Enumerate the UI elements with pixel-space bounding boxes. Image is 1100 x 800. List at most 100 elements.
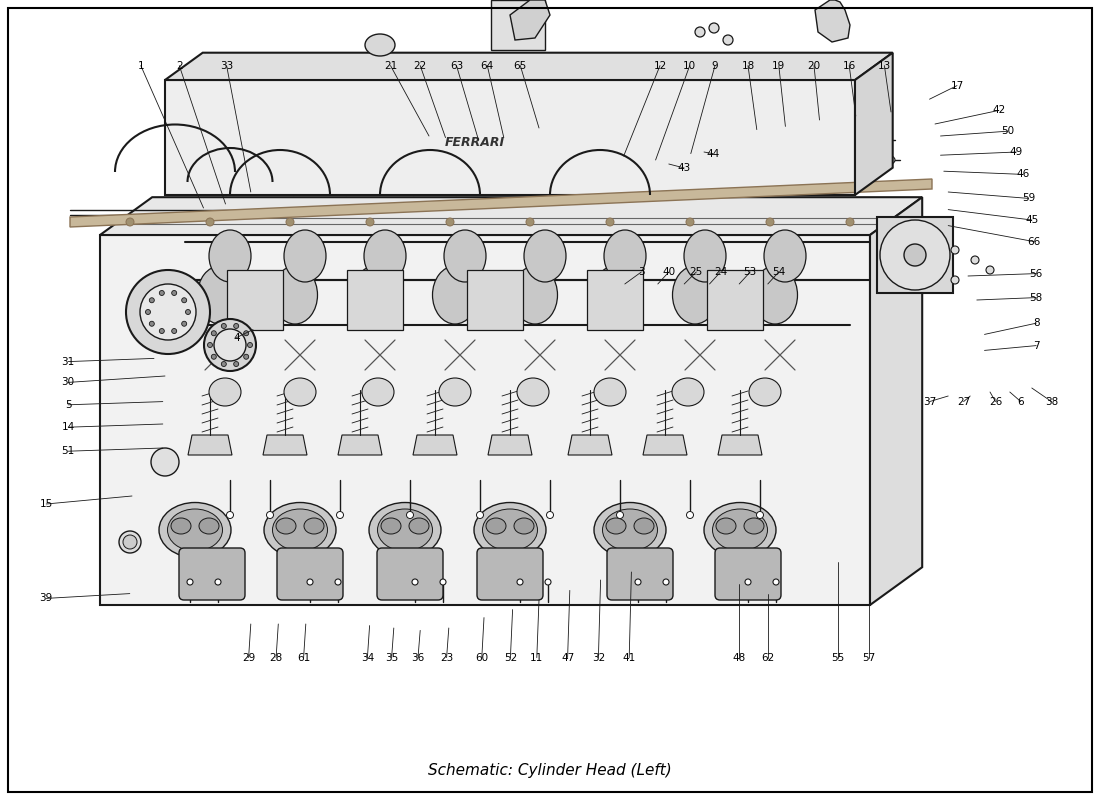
Ellipse shape	[160, 329, 164, 334]
Text: 62: 62	[761, 653, 774, 662]
Text: 50: 50	[1001, 126, 1014, 136]
Text: 52: 52	[504, 653, 517, 662]
Ellipse shape	[879, 155, 895, 165]
Polygon shape	[412, 435, 456, 455]
Ellipse shape	[514, 518, 534, 534]
Polygon shape	[510, 0, 550, 40]
Ellipse shape	[704, 502, 776, 558]
Polygon shape	[870, 198, 922, 605]
Polygon shape	[568, 435, 612, 455]
Ellipse shape	[172, 290, 177, 295]
Ellipse shape	[307, 579, 314, 585]
Ellipse shape	[362, 378, 394, 406]
Text: 58: 58	[1030, 293, 1043, 302]
Ellipse shape	[172, 329, 177, 334]
Text: 35: 35	[385, 653, 398, 662]
Ellipse shape	[723, 35, 733, 45]
Ellipse shape	[594, 502, 666, 558]
Text: 60: 60	[475, 653, 488, 662]
Text: FERRARI: FERRARI	[444, 135, 505, 149]
Ellipse shape	[123, 535, 138, 549]
Text: 8: 8	[1033, 318, 1039, 328]
Ellipse shape	[199, 518, 219, 534]
Ellipse shape	[151, 448, 179, 476]
Text: 55: 55	[832, 653, 845, 662]
Text: 11: 11	[530, 653, 543, 662]
Ellipse shape	[663, 579, 669, 585]
Ellipse shape	[187, 579, 192, 585]
Text: 45: 45	[1025, 215, 1038, 225]
Polygon shape	[188, 435, 232, 455]
Text: 13: 13	[878, 61, 891, 70]
Text: 59: 59	[1022, 194, 1035, 203]
Ellipse shape	[233, 362, 239, 366]
Text: 39: 39	[40, 594, 53, 603]
Ellipse shape	[336, 579, 341, 585]
Ellipse shape	[208, 342, 212, 347]
FancyBboxPatch shape	[477, 548, 543, 600]
Text: 15: 15	[40, 499, 53, 509]
Text: 57: 57	[862, 653, 876, 662]
Ellipse shape	[486, 518, 506, 534]
Ellipse shape	[672, 378, 704, 406]
Ellipse shape	[446, 218, 454, 226]
Ellipse shape	[182, 298, 187, 302]
Ellipse shape	[150, 322, 154, 326]
Ellipse shape	[286, 218, 294, 226]
Ellipse shape	[233, 323, 239, 329]
Ellipse shape	[752, 266, 798, 324]
Ellipse shape	[273, 266, 318, 324]
Text: 38: 38	[1045, 397, 1058, 406]
Ellipse shape	[284, 378, 316, 406]
Ellipse shape	[476, 511, 484, 518]
Ellipse shape	[773, 579, 779, 585]
Ellipse shape	[156, 281, 174, 326]
Text: 10: 10	[683, 61, 696, 70]
Ellipse shape	[209, 378, 241, 406]
Ellipse shape	[686, 511, 693, 518]
Ellipse shape	[160, 290, 164, 295]
Ellipse shape	[846, 218, 854, 226]
Text: 6: 6	[1018, 397, 1024, 406]
Ellipse shape	[874, 135, 890, 145]
Ellipse shape	[634, 518, 654, 534]
Ellipse shape	[209, 230, 251, 282]
Ellipse shape	[444, 230, 486, 282]
Polygon shape	[877, 217, 953, 293]
Ellipse shape	[244, 354, 249, 359]
Text: 66: 66	[1027, 237, 1041, 246]
Polygon shape	[855, 53, 893, 195]
Ellipse shape	[119, 531, 141, 553]
Ellipse shape	[744, 518, 764, 534]
Polygon shape	[165, 80, 855, 195]
Text: 41: 41	[623, 653, 636, 662]
Polygon shape	[707, 270, 763, 330]
Ellipse shape	[716, 518, 736, 534]
Text: 47: 47	[561, 653, 574, 662]
Ellipse shape	[686, 218, 694, 226]
Ellipse shape	[513, 266, 558, 324]
Ellipse shape	[526, 218, 534, 226]
Text: 33: 33	[220, 61, 233, 70]
Polygon shape	[718, 435, 762, 455]
FancyBboxPatch shape	[277, 548, 343, 600]
Polygon shape	[815, 0, 850, 42]
Polygon shape	[227, 270, 283, 330]
Polygon shape	[587, 270, 643, 330]
Ellipse shape	[352, 266, 397, 324]
Ellipse shape	[986, 266, 994, 274]
Ellipse shape	[221, 323, 227, 329]
Ellipse shape	[432, 266, 477, 324]
Ellipse shape	[227, 511, 233, 518]
Ellipse shape	[749, 378, 781, 406]
Ellipse shape	[603, 509, 658, 551]
FancyBboxPatch shape	[179, 548, 245, 600]
Text: 1: 1	[138, 61, 144, 70]
Text: 53: 53	[744, 267, 757, 277]
Polygon shape	[488, 435, 532, 455]
Ellipse shape	[170, 518, 191, 534]
Text: 44: 44	[706, 149, 719, 158]
Ellipse shape	[635, 579, 641, 585]
Ellipse shape	[952, 276, 959, 284]
Ellipse shape	[244, 330, 249, 336]
